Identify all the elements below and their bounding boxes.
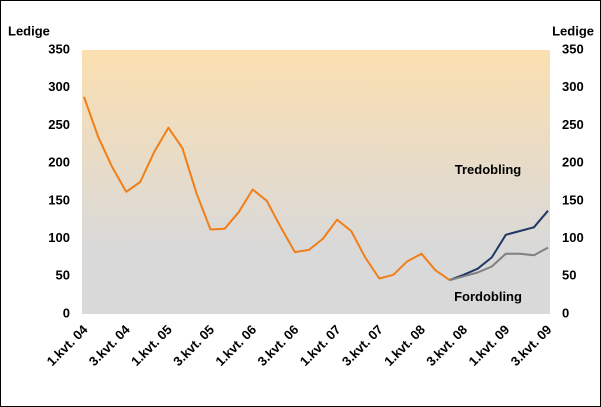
y2-tick-label: 100 bbox=[562, 230, 584, 245]
y-tick-label: 50 bbox=[56, 268, 70, 283]
y2-tick-label: 300 bbox=[562, 79, 584, 94]
y2-tick-label: 50 bbox=[562, 268, 576, 283]
plot-area bbox=[82, 50, 550, 314]
y2-axis-title: Ledige bbox=[552, 23, 594, 38]
y2-tick-label: 200 bbox=[562, 155, 584, 170]
y-axis-title: Ledige bbox=[8, 23, 50, 38]
y-tick-label: 0 bbox=[63, 305, 70, 320]
y-tick-label: 150 bbox=[48, 192, 70, 207]
series-label: Tredobling bbox=[455, 162, 522, 177]
y2-tick-label: 0 bbox=[562, 305, 569, 320]
series-line bbox=[449, 246, 549, 282]
y-tick-label: 250 bbox=[48, 117, 70, 132]
y-tick-label: 100 bbox=[48, 230, 70, 245]
y-tick-label: 300 bbox=[48, 79, 70, 94]
y-tick-label: 200 bbox=[48, 155, 70, 170]
y-tick-label: 350 bbox=[48, 41, 70, 56]
y2-tick-label: 350 bbox=[562, 41, 584, 56]
series-label: Fordobling bbox=[454, 289, 522, 304]
y2-tick-label: 250 bbox=[562, 117, 584, 132]
y2-tick-label: 150 bbox=[562, 192, 584, 207]
series-line bbox=[449, 210, 549, 282]
series-line bbox=[83, 96, 451, 281]
